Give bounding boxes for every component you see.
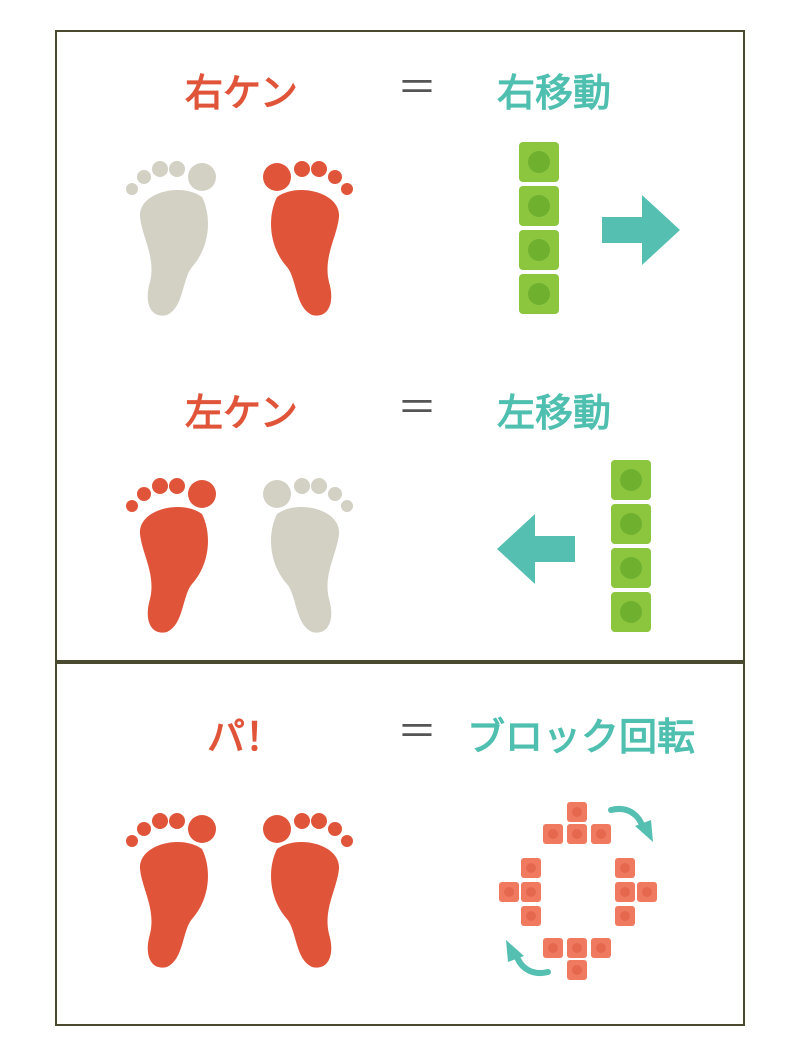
- action-label: ブロック回転: [467, 715, 696, 759]
- equals-sign: ＝: [397, 709, 437, 755]
- action-label: 左移動: [497, 391, 612, 435]
- rotating-blocks-diagram: [499, 802, 657, 980]
- equals-sign: ＝: [397, 65, 437, 111]
- right-foot-icon: [263, 813, 353, 968]
- green-block-stack: [519, 142, 559, 314]
- rotate-arrow-top-icon: [608, 806, 653, 842]
- gesture-label: パ！: [207, 715, 284, 759]
- arrow-left-icon: [497, 514, 575, 584]
- instruction-board: 右ケン ＝ 右移動 左ケン: [55, 30, 745, 1026]
- arrow-right-icon: [602, 195, 680, 265]
- right-foot-icon: [263, 161, 353, 316]
- panel-right-hop: 右ケン ＝ 右移動: [55, 30, 745, 348]
- gesture-label: 左ケン: [185, 391, 298, 435]
- panel-jump: パ！ ＝ ブロック回転: [55, 662, 745, 1026]
- left-foot-icon: [126, 161, 216, 316]
- green-block-stack: [611, 460, 651, 632]
- panel-left-hop: 左ケン ＝ 左移動: [55, 346, 745, 662]
- equals-sign: ＝: [397, 385, 437, 431]
- rotate-arrow-bottom-icon: [506, 940, 551, 976]
- action-label: 右移動: [497, 71, 612, 115]
- left-foot-icon: [126, 813, 216, 968]
- right-foot-icon: [263, 478, 353, 633]
- left-foot-icon: [126, 478, 216, 633]
- gesture-label: 右ケン: [185, 71, 298, 115]
